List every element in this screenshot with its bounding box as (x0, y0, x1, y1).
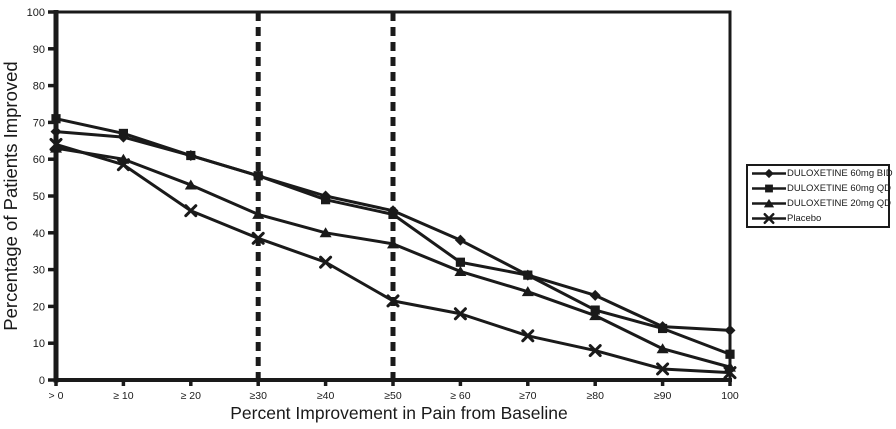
x-icon (319, 255, 333, 269)
x-axis-ticks: > 0 ≥ 10 ≥ 20 ≥30 ≥40 ≥50 ≥ 60 ≥70 ≥80 ≥90 100 (49, 380, 739, 402)
y-tick-label: 20 (33, 301, 45, 313)
x-tick-label: ≥ 20 (181, 390, 202, 402)
x-tick-label: ≥ 60 (450, 390, 471, 402)
square-icon (765, 184, 773, 193)
x-icon (184, 204, 198, 218)
triangle-icon (50, 142, 62, 153)
x-tick-label: ≥ 10 (113, 390, 134, 402)
triangle-icon (589, 310, 602, 321)
x-icon (723, 366, 737, 380)
x-icon (656, 362, 670, 376)
x-icon (251, 231, 265, 245)
square-icon (321, 195, 331, 205)
legend-label: DULOXETINE 20mg QD (787, 198, 891, 209)
square-icon (523, 270, 533, 280)
square-icon (455, 257, 465, 267)
y-axis-title: Percentage of Patients Improved (0, 61, 21, 330)
y-axis-ticks: 0 10 20 30 40 50 60 70 80 90 100 (27, 7, 56, 387)
series-duloxetine-60mg-qd (51, 114, 735, 359)
triangle-icon (184, 179, 197, 190)
square-icon (51, 114, 61, 124)
y-tick-label: 80 (33, 81, 45, 93)
triangle-icon (763, 198, 775, 208)
square-icon (725, 349, 735, 359)
x-tick-label: 100 (721, 390, 739, 402)
y-tick-label: 30 (33, 265, 45, 277)
triangle-icon (656, 343, 669, 354)
y-tick-label: 40 (33, 228, 45, 240)
square-icon (253, 171, 263, 181)
legend-item: DULOXETINE 60mg BID (748, 166, 893, 181)
x-tick-label: ≥30 (249, 390, 267, 402)
legend-item: DULOXETINE 60mg QD (748, 181, 891, 196)
triangle-icon (521, 286, 534, 297)
x-icon (521, 329, 535, 343)
triangle-icon (454, 265, 467, 276)
x-icon (588, 344, 602, 358)
y-tick-label: 90 (33, 44, 45, 56)
diamond-icon (589, 289, 601, 301)
x-axis-title: Percent Improvement in Pain from Baselin… (230, 403, 568, 423)
legend-label: DULOXETINE 60mg BID (787, 168, 893, 179)
x-icon (453, 307, 467, 321)
triangle-icon (387, 238, 399, 249)
x-icon (49, 137, 63, 151)
square-icon (186, 150, 196, 161)
triangle-icon (319, 227, 332, 238)
diamond-icon (50, 126, 62, 138)
x-tick-label: ≥90 (654, 390, 672, 402)
x-tick-label: ≥80 (586, 390, 604, 402)
y-tick-label: 50 (33, 191, 45, 203)
y-tick-label: 10 (33, 338, 45, 350)
diamond-icon (764, 168, 774, 179)
triangle-icon (752, 198, 786, 208)
x-icon (763, 212, 775, 225)
legend-item: Placebo (748, 211, 888, 226)
x-tick-label: ≥50 (384, 390, 402, 402)
square-icon (752, 184, 786, 193)
diamond-icon (724, 324, 736, 336)
diamond-icon (454, 234, 466, 246)
legend-label: Placebo (787, 213, 822, 224)
square-icon (388, 209, 398, 219)
x-tick-label: ≥40 (317, 390, 335, 402)
legend: DULOXETINE 60mg BID DULOXETINE 60mg QD D… (746, 164, 893, 228)
square-icon (118, 128, 128, 139)
y-tick-label: 60 (33, 154, 45, 166)
y-tick-label: 0 (39, 375, 45, 387)
triangle-icon (252, 208, 265, 219)
y-tick-label: 70 (33, 117, 45, 129)
diamond-icon (752, 168, 786, 179)
square-icon (590, 305, 600, 315)
x-icon (116, 158, 130, 172)
y-tick-label: 100 (27, 7, 45, 19)
x-icon (752, 212, 786, 225)
series-placebo (49, 137, 737, 380)
reference-lines (255, 12, 396, 380)
legend-label: DULOXETINE 60mg QD (787, 183, 891, 194)
square-icon (658, 323, 668, 334)
legend-item: DULOXETINE 20mg QD (748, 196, 891, 211)
x-tick-label: ≥70 (519, 390, 537, 402)
x-icon (386, 294, 400, 308)
data-series (49, 114, 737, 380)
x-tick-label: > 0 (49, 390, 64, 402)
